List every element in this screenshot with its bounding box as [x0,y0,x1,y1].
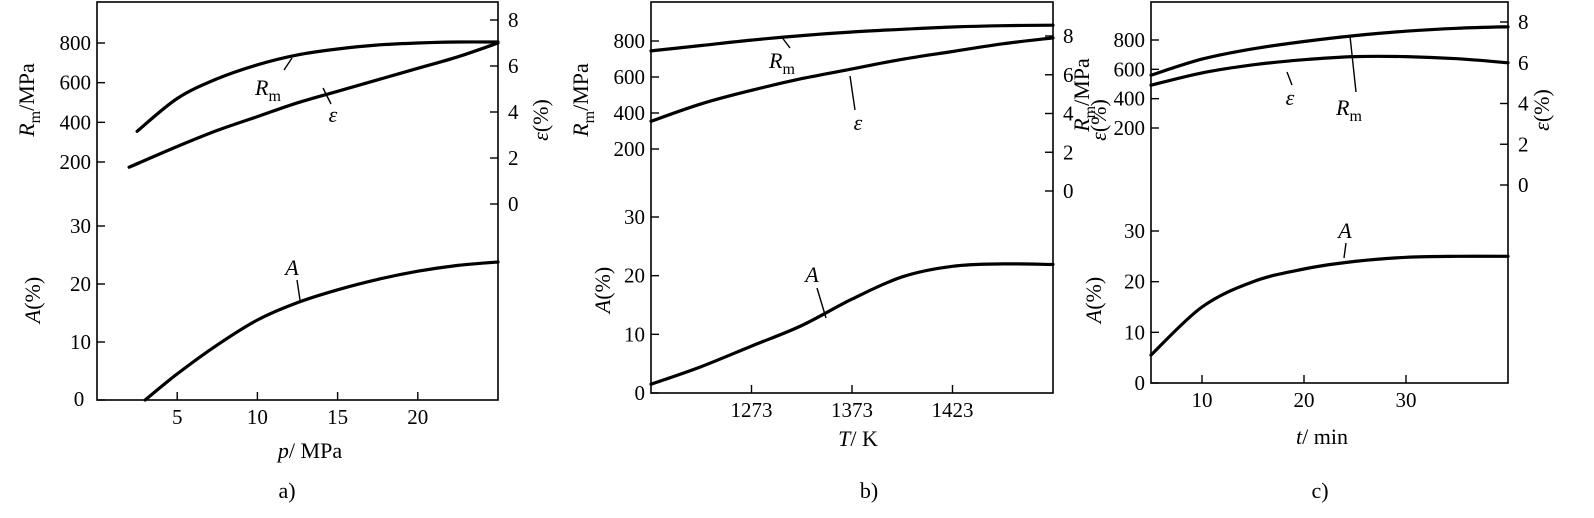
y-tick-label: 0 [74,387,85,411]
y-axis-label-epsilon: ε(%) [1086,99,1111,141]
chart-panel-c: 10 20 30 200 400 600 800 0 10 20 30 0 2 4 6 8 Rm ε At/ min… [1069,1,1554,503]
y-left-tick-label: 10 [70,330,91,354]
y-axis-label-a: A(%) [1081,277,1106,325]
series-line-a [1149,254,1510,357]
x-tick-label: 20 [1294,388,1315,412]
series-line-epsilon [649,36,1055,123]
curve-label-epsilon: ε [329,102,338,127]
y-right-tick-label: 2 [1063,140,1074,164]
leader-line [780,35,791,49]
x-axis-label: p/ MPa [276,438,342,463]
y-left-tick-label: 400 [614,101,646,125]
y-right-tick-label: 0 [1518,173,1529,197]
plot-frame [1150,1,1509,384]
y-left-tick-label: 30 [70,214,91,238]
curve-label-epsilon: ε [854,110,863,135]
leader-line [296,279,301,301]
y-left-tick-label: 800 [614,29,646,53]
y-axis-label-rm: Rm/MPa [568,63,598,138]
chart-panel-b: 1273 1373 1423 200 400 600 800 0 10 20 30 0 2 4 6 8 Rm ε A… [568,1,1111,503]
y-axis-label-rm: Rm/MPa [14,63,44,138]
leader-line [849,75,856,111]
y-right-tick-label: 8 [1518,10,1529,34]
y-right-tick-label: 8 [1063,24,1074,48]
series-line-rm [135,40,500,133]
x-tick-label: 1423 [932,398,974,422]
leader-line [1286,71,1293,86]
leader-line [322,87,332,105]
y-left-tick-label: 20 [1124,270,1145,294]
y-axis-label-a: A(%) [590,267,615,315]
y-left-tick-label: 600 [1114,57,1146,81]
y-right-tick-label: 4 [1518,92,1529,116]
x-tick-label: 10 [1192,388,1213,412]
x-axis-label: T/ K [838,426,878,451]
curve-label-epsilon: ε [1286,85,1295,110]
y-axis-label-epsilon: ε(%) [528,99,553,141]
y-left-tick-label: 20 [70,272,91,296]
leader-line [1343,242,1347,259]
y-left-tick-label: 600 [614,65,646,89]
y-right-tick-label: 6 [508,54,519,78]
y-right-tick-label: 2 [508,146,519,170]
y-left-tick-label: 600 [60,71,92,95]
y-left-tick-label: 0 [635,381,646,405]
y-axis-label-epsilon: ε(%) [1529,89,1554,131]
x-axis-label: t/ min [1296,424,1348,449]
series-line-epsilon [127,41,500,169]
panel-caption: c) [1311,478,1328,503]
y-right-tick-label: 6 [1518,51,1529,75]
x-tick-label: 20 [407,405,428,429]
y-left-tick-label: 30 [1124,219,1145,243]
y-left-tick-label: 20 [624,264,645,288]
y-left-tick-label: 400 [60,110,92,134]
curve-label-a: A [803,262,819,287]
y-left-tick-label: 800 [60,31,92,55]
series-line-a [143,260,500,402]
curve-label-rm: Rm [768,48,795,78]
leader-line [816,287,827,319]
y-left-tick-label: 800 [1114,28,1146,52]
y-left-tick-label: 200 [614,137,646,161]
y-left-tick-label: 200 [1114,116,1146,140]
y-right-tick-label: 4 [508,100,519,124]
series-line-epsilon [1149,54,1510,87]
x-tick-label: 30 [1396,388,1417,412]
x-tick-label: 1273 [731,398,773,422]
panel-caption: a) [278,478,295,503]
y-left-tick-label: 0 [1135,371,1146,395]
y-left-tick-label: 10 [624,322,645,346]
y-axis-label-a: A(%) [20,277,45,325]
x-tick-label: 15 [327,405,348,429]
y-right-tick-label: 0 [508,192,519,216]
y-left-tick-label: 10 [1124,320,1145,344]
series-line-rm [1149,25,1510,77]
x-tick-label: 1373 [831,398,873,422]
curve-label-rm: Rm [1335,95,1362,125]
y-right-tick-label: 6 [1063,63,1074,87]
y-right-tick-label: 4 [1063,102,1074,126]
y-right-tick-label: 8 [508,8,519,32]
series-line-a [649,262,1055,386]
curve-label-rm: Rm [254,75,281,105]
y-axis-label-rm: Rm/MPa [1069,58,1099,133]
leader-line [1349,35,1357,93]
curve-label-a: A [283,255,299,280]
y-left-tick-label: 400 [1114,87,1146,111]
panel-caption: b) [860,478,878,503]
y-left-tick-label: 30 [624,205,645,229]
plot-frame [96,1,499,401]
curve-label-a: A [1336,218,1352,243]
y-left-tick-label: 200 [60,150,92,174]
y-right-tick-label: 2 [1518,132,1529,156]
leader-line [283,57,293,71]
x-tick-label: 5 [172,405,183,429]
y-right-tick-label: 0 [1063,179,1074,203]
series-line-rm [649,23,1055,53]
plot-frame [650,1,1054,394]
x-tick-label: 10 [247,405,268,429]
